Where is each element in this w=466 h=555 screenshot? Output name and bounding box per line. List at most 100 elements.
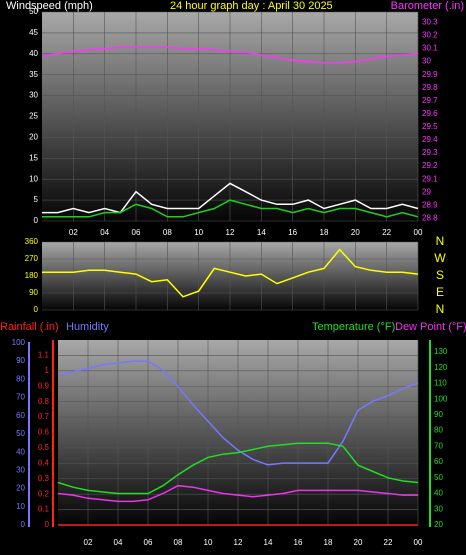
- y-tick-label: 0: [21, 520, 26, 529]
- y-tick-label: 270: [25, 254, 39, 263]
- y-tick-label: 110: [434, 379, 447, 388]
- y-tick-label: 20: [434, 520, 443, 529]
- y-tick-label: 28.8: [422, 213, 438, 222]
- x-tick-label: 18: [320, 228, 329, 237]
- y-tick-label: 29.2: [422, 161, 438, 170]
- series-line: [42, 182, 419, 214]
- y-tick-label: 15: [29, 153, 38, 162]
- y-tick-label: 29.4: [422, 135, 438, 144]
- series-line: [57, 360, 419, 466]
- legend-label: Temperature (°F): [312, 321, 395, 333]
- y-tick-label: 0.3: [38, 474, 50, 483]
- x-tick-label: 02: [69, 228, 78, 237]
- series-line: [42, 199, 419, 218]
- x-tick-label: 18: [324, 538, 333, 547]
- y-tick-label: 20: [29, 133, 38, 142]
- legend-label: Rainfall (.in): [0, 321, 59, 333]
- y-tick-label: 80: [434, 426, 443, 435]
- x-tick-label: 00: [414, 228, 423, 237]
- y-tick-label: 70: [16, 393, 25, 402]
- x-tick-label: 08: [174, 538, 183, 547]
- y-tick-label: 120: [434, 363, 448, 372]
- x-tick-label: 22: [382, 228, 391, 237]
- x-tick-label: 14: [264, 538, 273, 547]
- y-tick-label: W: [434, 251, 446, 265]
- y-tick-label: 1: [45, 366, 50, 375]
- x-tick-label: 02: [84, 538, 93, 547]
- x-tick-label: 20: [351, 228, 360, 237]
- x-tick-label: 08: [163, 228, 172, 237]
- y-tick-label: 0.5: [38, 443, 50, 452]
- x-tick-label: 06: [132, 228, 141, 237]
- series-line: [41, 46, 419, 64]
- y-tick-label: 180: [25, 271, 39, 280]
- x-tick-label: 16: [294, 538, 303, 547]
- y-tick-label: E: [436, 285, 444, 299]
- y-tick-label: 0: [34, 305, 39, 314]
- x-tick-label: 10: [204, 538, 213, 547]
- y-tick-label: 0.4: [38, 458, 50, 467]
- y-tick-label: 50: [434, 473, 443, 482]
- x-tick-label: 22: [384, 538, 393, 547]
- y-tick-label: 30: [434, 504, 443, 513]
- y-tick-label: 5: [34, 195, 39, 204]
- y-tick-label: 30.1: [422, 44, 438, 53]
- y-tick-label: 20: [16, 484, 25, 493]
- y-tick-label: 80: [16, 374, 25, 383]
- y-tick-label: 29.8: [422, 83, 438, 92]
- x-tick-label: 00: [414, 538, 423, 547]
- y-tick-label: 70: [434, 441, 443, 450]
- y-tick-label: 0.2: [38, 489, 50, 498]
- y-tick-label: 100: [12, 338, 26, 347]
- y-axis-title: Windspeed (mph): [6, 0, 93, 12]
- y-tick-label: 50: [29, 7, 38, 16]
- y-tick-label: 130: [434, 347, 448, 356]
- x-tick-label: 10: [194, 228, 203, 237]
- y-tick-label: 90: [16, 356, 25, 365]
- y-tick-label: 29.7: [422, 96, 438, 105]
- y-tick-label: 40: [434, 489, 443, 498]
- y-tick-label: S: [436, 268, 444, 282]
- x-tick-label: 12: [234, 538, 243, 547]
- y-tick-label: 0.1: [38, 505, 50, 514]
- y-tick-label: 0.8: [38, 397, 50, 406]
- y-tick-label: 1.1: [38, 351, 50, 360]
- series-line: [57, 484, 418, 503]
- series-line: [42, 248, 419, 298]
- chart-title: 24 hour graph day : April 30 2025: [170, 0, 333, 12]
- y-tick-label: 35: [29, 70, 38, 79]
- y-tick-label: 0: [34, 216, 39, 225]
- y-tick-label: 30: [29, 91, 38, 100]
- x-tick-label: 04: [114, 538, 123, 547]
- y-tick-label: N: [436, 234, 445, 248]
- y-tick-label: 360: [25, 237, 39, 246]
- y-tick-label: 29.1: [422, 174, 438, 183]
- y-tick-label: 30: [422, 57, 431, 66]
- x-tick-label: 12: [226, 228, 235, 237]
- series-line: [57, 442, 419, 495]
- y-tick-label: 30.3: [422, 18, 438, 27]
- x-tick-label: 20: [354, 538, 363, 547]
- y-tick-label: 29.5: [422, 122, 438, 131]
- y-tick-label: 0.7: [38, 412, 50, 421]
- y-tick-label: 10: [16, 502, 25, 511]
- y-tick-label: 30: [16, 465, 25, 474]
- x-tick-label: 14: [257, 228, 266, 237]
- x-tick-label: 16: [288, 228, 297, 237]
- y-tick-label: 60: [434, 457, 443, 466]
- y-tick-label: 29.9: [422, 70, 438, 79]
- y-tick-label: 90: [434, 410, 443, 419]
- y-tick-label: 0.6: [38, 428, 50, 437]
- y2-axis-title: Barometer (.in): [391, 0, 464, 12]
- y-tick-label: 10: [29, 174, 38, 183]
- legend-label: Dew Point (°F): [395, 321, 466, 333]
- y-tick-label: 29.3: [422, 148, 438, 157]
- y-tick-label: 45: [29, 28, 38, 37]
- y-tick-label: 60: [16, 411, 25, 420]
- y-tick-label: 90: [29, 288, 38, 297]
- x-tick-label: 04: [100, 228, 109, 237]
- y-tick-label: 50: [16, 429, 25, 438]
- y-tick-label: 40: [16, 447, 25, 456]
- y-tick-label: 28.9: [422, 200, 438, 209]
